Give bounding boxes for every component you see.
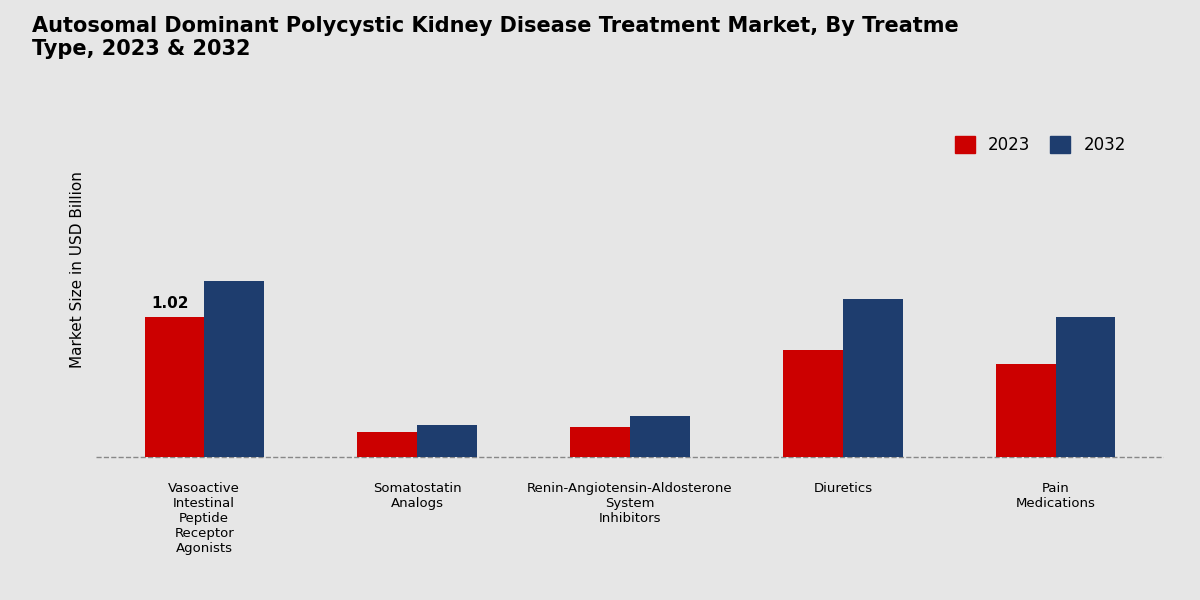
- Bar: [570, 427, 630, 457]
- Text: 1.02: 1.02: [151, 296, 188, 311]
- Bar: [204, 281, 264, 457]
- Bar: [418, 425, 476, 457]
- Bar: [1056, 317, 1116, 457]
- Bar: [358, 432, 418, 457]
- Legend: 2023, 2032: 2023, 2032: [947, 128, 1134, 163]
- Bar: [144, 317, 204, 457]
- Text: Autosomal Dominant Polycystic Kidney Disease Treatment Market, By Treatme
Type, : Autosomal Dominant Polycystic Kidney Dis…: [32, 16, 959, 59]
- Bar: [842, 299, 902, 457]
- Bar: [996, 364, 1056, 457]
- Bar: [784, 350, 842, 457]
- Y-axis label: Market Size in USD Billion: Market Size in USD Billion: [70, 172, 85, 368]
- Bar: [630, 416, 690, 457]
